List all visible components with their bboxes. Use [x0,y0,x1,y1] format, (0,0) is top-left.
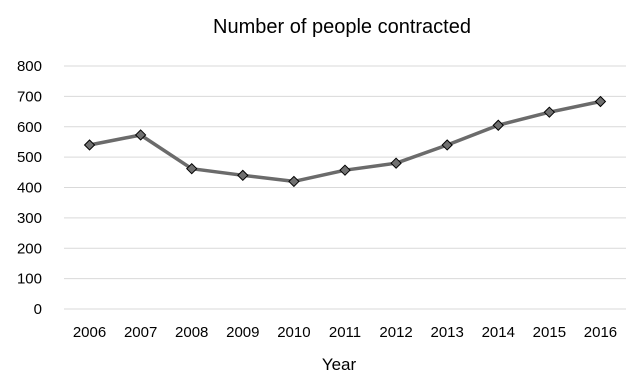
y-tick-label: 300 [17,210,42,227]
x-tick-label: 2014 [482,324,515,341]
data-point-marker [134,129,147,141]
y-tick-label: 100 [17,271,42,288]
x-tick-label: 2016 [584,324,617,341]
x-tick-label: 2012 [379,324,412,341]
data-point-marker [594,95,607,108]
y-tick-label: 500 [17,149,42,166]
data-point-marker [237,169,249,182]
data-point-marker [186,162,198,175]
y-tick-label: 200 [17,240,42,257]
x-tick-label: 2007 [124,324,157,341]
data-point-marker [390,157,402,169]
y-tick-label: 0 [34,301,42,318]
x-axis-title: Year [322,355,357,374]
x-tick-label: 2010 [277,324,310,341]
y-tick-label: 400 [17,180,42,197]
x-tick-label: 2009 [226,324,259,341]
x-tick-label: 2008 [175,324,208,341]
y-axis-ticks: 0 100 200 300 400 500 600 700 800 [17,58,42,318]
x-tick-label: 2006 [73,324,106,341]
y-tick-label: 700 [17,88,42,105]
data-point-marker [83,139,96,151]
x-tick-label: 2011 [329,324,361,341]
x-tick-label: 2015 [533,324,566,341]
gridlines [64,65,626,310]
chart-title: Number of people contracted [213,16,471,38]
data-point-marker [288,175,300,188]
data-point-marker [492,119,504,131]
y-tick-label: 800 [17,58,42,75]
data-point-marker [441,139,453,151]
data-point-marker [543,106,556,118]
x-axis-ticks: 2006 2007 2008 2009 2010 2011 2012 2013 2014 2015… [73,324,617,341]
y-tick-label: 600 [17,119,42,136]
data-point-marker [339,164,351,176]
series-layer [83,95,607,188]
x-tick-label: 2013 [430,324,463,341]
